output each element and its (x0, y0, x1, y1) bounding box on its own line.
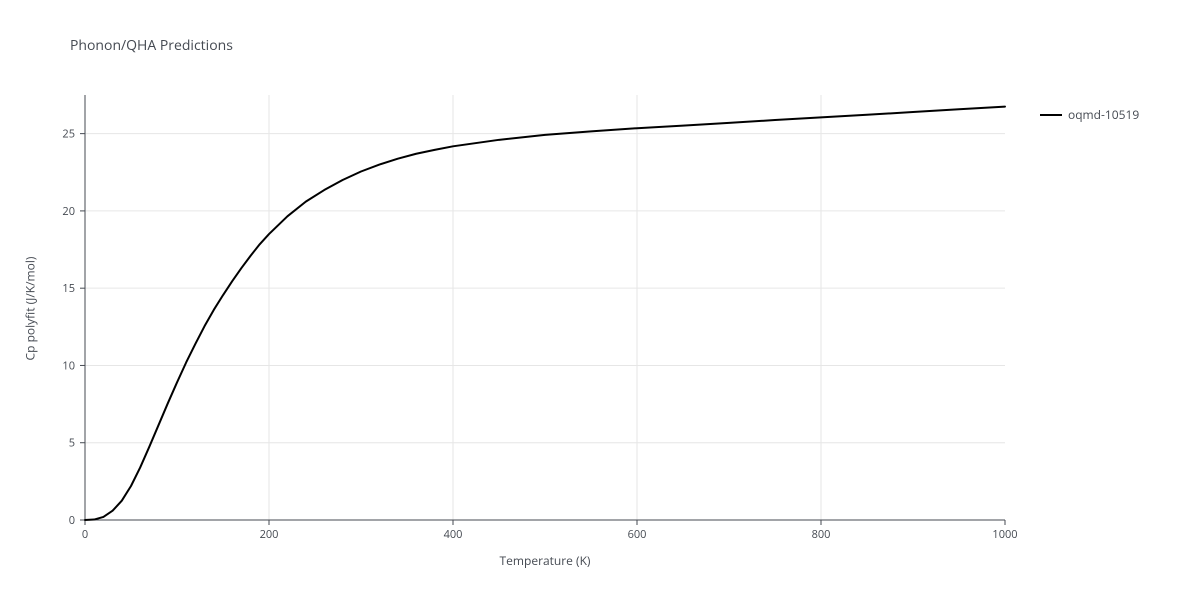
svg-text:25: 25 (62, 127, 75, 142)
svg-text:200: 200 (260, 527, 279, 542)
svg-text:20: 20 (62, 204, 75, 219)
svg-text:0: 0 (82, 527, 88, 542)
svg-text:1000: 1000 (992, 527, 1017, 542)
svg-text:400: 400 (444, 527, 463, 542)
svg-text:600: 600 (628, 527, 647, 542)
plot-area: 0 200 400 600 800 1000 0 5 10 15 20 25 (0, 0, 1200, 600)
svg-text:5: 5 (69, 436, 75, 451)
chart-container: { "chart": { "type": "line", "title": "P… (0, 0, 1200, 600)
svg-text:800: 800 (812, 527, 831, 542)
svg-text:10: 10 (62, 358, 75, 373)
svg-text:0: 0 (69, 513, 75, 528)
svg-text:15: 15 (62, 281, 75, 296)
